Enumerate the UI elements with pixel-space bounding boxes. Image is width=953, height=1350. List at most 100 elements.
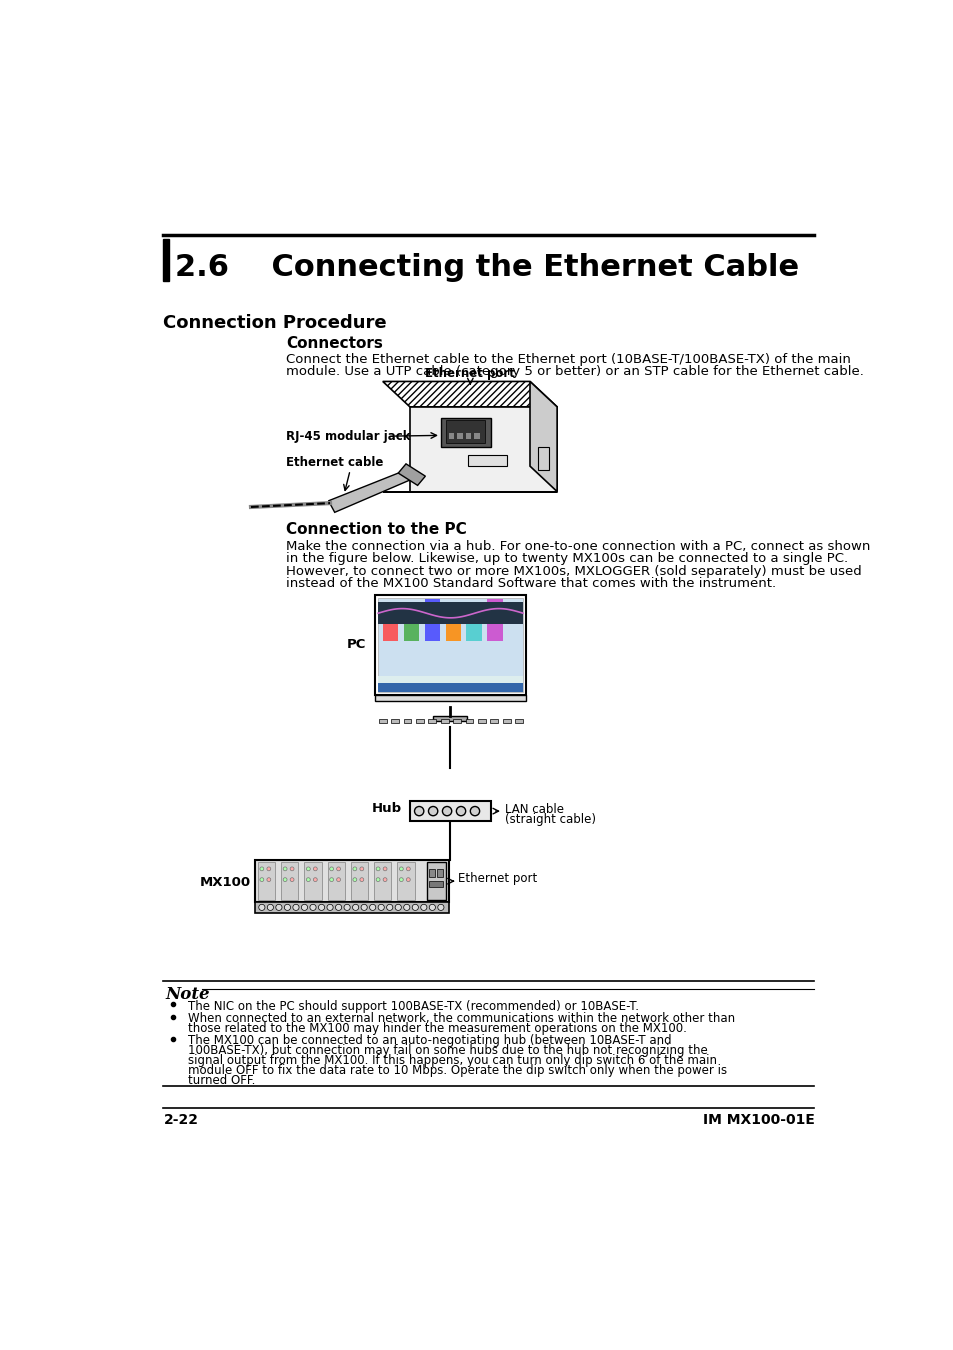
- Text: RJ-45 modular jack: RJ-45 modular jack: [286, 429, 410, 443]
- Circle shape: [259, 878, 264, 882]
- Polygon shape: [328, 468, 415, 513]
- Text: 100BASE-TX), but connection may fail on some hubs due to the hub not recognizing: 100BASE-TX), but connection may fail on …: [188, 1045, 707, 1057]
- Bar: [477, 718, 485, 722]
- Circle shape: [403, 904, 410, 910]
- Text: MX100: MX100: [200, 876, 251, 890]
- Circle shape: [353, 878, 356, 882]
- Text: Ethernet port: Ethernet port: [457, 872, 537, 886]
- Bar: [382, 622, 397, 641]
- Bar: [328, 861, 344, 899]
- Bar: [433, 717, 467, 721]
- Bar: [254, 860, 448, 902]
- Text: (straight cable): (straight cable): [505, 814, 596, 826]
- Circle shape: [412, 904, 418, 910]
- Bar: [466, 610, 481, 641]
- Bar: [304, 861, 321, 899]
- Circle shape: [290, 878, 294, 882]
- Bar: [429, 882, 443, 887]
- Bar: [487, 598, 502, 641]
- Bar: [448, 433, 454, 439]
- Text: Connection to the PC: Connection to the PC: [286, 522, 466, 537]
- Text: PC: PC: [346, 639, 365, 651]
- Circle shape: [318, 904, 324, 910]
- Bar: [429, 869, 435, 876]
- Circle shape: [327, 904, 333, 910]
- Bar: [397, 861, 415, 899]
- Circle shape: [415, 806, 423, 815]
- Circle shape: [335, 904, 341, 910]
- Circle shape: [330, 867, 334, 871]
- Bar: [490, 718, 497, 722]
- Bar: [378, 718, 386, 722]
- Bar: [377, 676, 522, 683]
- Bar: [374, 861, 391, 899]
- Text: When connected to an external network, the communications within the network oth: When connected to an external network, t…: [188, 1012, 735, 1025]
- Bar: [537, 447, 549, 470]
- Circle shape: [470, 806, 479, 815]
- Circle shape: [359, 878, 363, 882]
- Bar: [403, 610, 418, 641]
- Bar: [465, 718, 473, 722]
- Circle shape: [442, 806, 452, 815]
- Bar: [468, 455, 506, 466]
- Bar: [465, 433, 471, 439]
- Text: 2.6    Connecting the Ethernet Cable: 2.6 Connecting the Ethernet Cable: [174, 252, 799, 282]
- Circle shape: [283, 878, 287, 882]
- Text: Hub: Hub: [372, 802, 402, 815]
- Text: module OFF to fix the data rate to 10 Mbps. Operate the dip switch only when the: module OFF to fix the data rate to 10 Mb…: [188, 1064, 726, 1077]
- Text: The MX100 can be connected to an auto-negotiating hub (between 10BASE-T and: The MX100 can be connected to an auto-ne…: [188, 1034, 671, 1048]
- Bar: [515, 718, 522, 722]
- Bar: [440, 417, 491, 447]
- Bar: [502, 718, 510, 722]
- Circle shape: [290, 867, 294, 871]
- Text: signal output from the MX100. If this happens, you can turn only dip switch 6 of: signal output from the MX100. If this ha…: [188, 1054, 717, 1068]
- Circle shape: [375, 867, 379, 871]
- Bar: [427, 861, 445, 899]
- Circle shape: [429, 904, 435, 910]
- Bar: [446, 420, 484, 443]
- Text: However, to connect two or more MX100s, MXLOGGER (sold separately) must be used: However, to connect two or more MX100s, …: [286, 564, 861, 578]
- Polygon shape: [382, 382, 557, 406]
- Bar: [281, 861, 298, 899]
- Circle shape: [383, 878, 387, 882]
- Circle shape: [456, 806, 465, 815]
- Circle shape: [369, 904, 375, 910]
- Text: module. Use a UTP cable (category 5 or better) or an STP cable for the Ethernet : module. Use a UTP cable (category 5 or b…: [286, 366, 862, 378]
- Bar: [254, 902, 448, 913]
- Circle shape: [313, 867, 317, 871]
- Circle shape: [395, 904, 401, 910]
- Text: turned OFF.: turned OFF.: [188, 1075, 255, 1088]
- Text: Note: Note: [166, 986, 211, 1003]
- Bar: [377, 598, 522, 691]
- Circle shape: [267, 878, 271, 882]
- Polygon shape: [397, 464, 425, 486]
- Circle shape: [330, 878, 334, 882]
- Bar: [403, 718, 411, 722]
- Circle shape: [406, 867, 410, 871]
- Circle shape: [406, 878, 410, 882]
- Bar: [445, 622, 460, 641]
- Bar: [456, 433, 462, 439]
- Text: Connection Procedure: Connection Procedure: [163, 315, 387, 332]
- Circle shape: [310, 904, 315, 910]
- Bar: [377, 602, 522, 624]
- Text: The NIC on the PC should support 100BASE-TX (recommended) or 10BASE-T.: The NIC on the PC should support 100BASE…: [188, 1000, 639, 1012]
- Bar: [391, 718, 398, 722]
- Text: LAN cable: LAN cable: [505, 803, 563, 817]
- Bar: [474, 433, 479, 439]
- Polygon shape: [530, 382, 557, 491]
- Circle shape: [267, 904, 274, 910]
- Circle shape: [313, 878, 317, 882]
- Bar: [375, 695, 525, 701]
- Circle shape: [383, 867, 387, 871]
- Circle shape: [275, 904, 282, 910]
- Bar: [424, 598, 439, 641]
- Text: Connectors: Connectors: [286, 336, 382, 351]
- Text: Ethernet port: Ethernet port: [425, 367, 515, 379]
- Bar: [351, 861, 368, 899]
- Text: Make the connection via a hub. For one-to-one connection with a PC, connect as s: Make the connection via a hub. For one-t…: [286, 540, 869, 553]
- Circle shape: [359, 867, 363, 871]
- Circle shape: [306, 867, 310, 871]
- Text: in the figure below. Likewise, up to twenty MX100s can be connected to a single : in the figure below. Likewise, up to twe…: [286, 552, 847, 566]
- Circle shape: [293, 904, 298, 910]
